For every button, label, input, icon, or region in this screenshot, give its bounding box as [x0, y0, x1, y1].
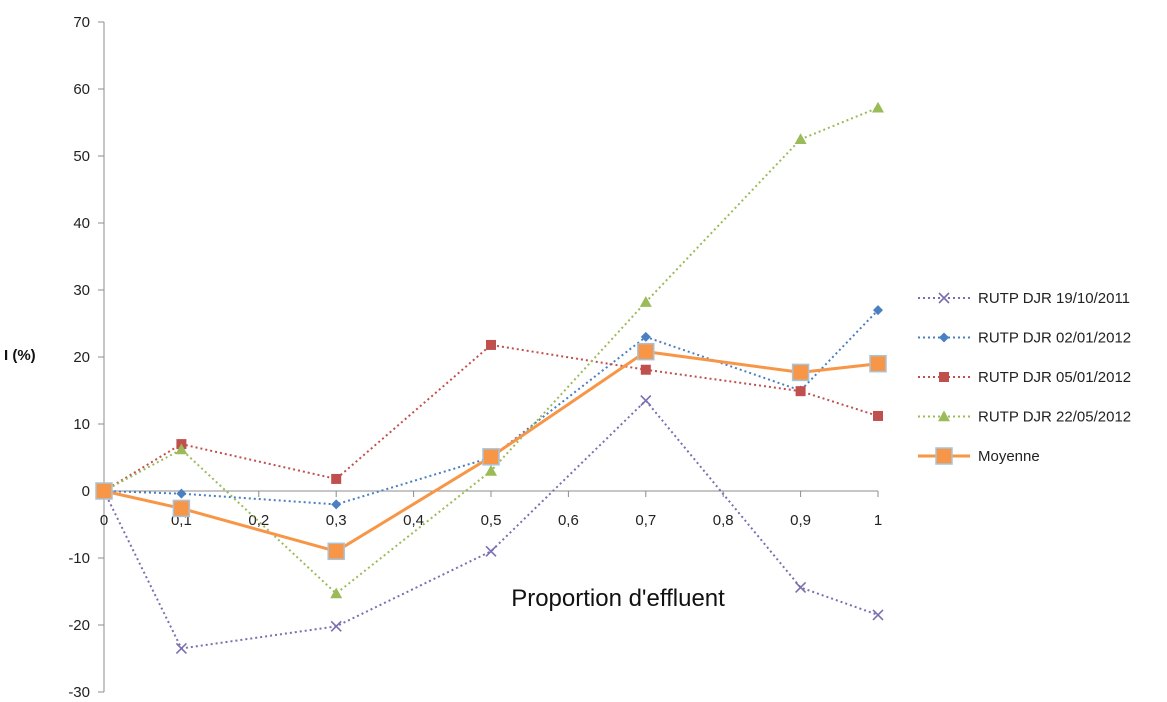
y-tick-label: 40 — [73, 215, 90, 232]
data-point — [640, 331, 651, 342]
legend-label: RUTP DJR 02/01/2012 — [978, 330, 1131, 347]
x-tick-label: 0,7 — [635, 512, 656, 529]
legend-label: RUTP DJR 05/01/2012 — [978, 369, 1131, 386]
x-tick-label: 0,4 — [403, 512, 424, 529]
data-point — [639, 296, 652, 307]
data-point — [172, 499, 191, 518]
data-point — [794, 133, 807, 145]
x-tick-label: 0 — [100, 512, 108, 529]
legend-marker — [939, 332, 949, 343]
data-point — [640, 394, 652, 407]
data-point — [872, 609, 884, 621]
x-tick-label: 1 — [874, 512, 882, 529]
data-point — [482, 448, 500, 466]
y-tick-label: 30 — [73, 282, 90, 299]
data-point — [640, 364, 651, 375]
legend-label: Moyenne — [978, 448, 1040, 465]
series-4 — [95, 342, 887, 561]
y-tick-label: -10 — [68, 550, 90, 567]
y-tick-label: 20 — [73, 349, 90, 366]
marker-stroke — [938, 292, 950, 304]
series-layer — [95, 101, 887, 655]
data-point — [327, 542, 345, 561]
data-point — [873, 410, 883, 421]
data-point — [95, 482, 113, 500]
x-tick-label: 0,8 — [713, 512, 734, 529]
legend-item: RUTP DJR 22/05/2012 — [918, 409, 1131, 426]
x-tick-label: 0,5 — [481, 512, 502, 529]
y-tick-label: -30 — [68, 684, 90, 701]
data-point — [176, 488, 187, 499]
data-point — [795, 386, 806, 397]
y-tick-label: -20 — [68, 617, 90, 634]
data-point — [869, 354, 887, 373]
data-point — [485, 464, 497, 476]
legend-marker — [938, 292, 950, 304]
y-tick-label: 50 — [73, 148, 90, 165]
data-point — [175, 642, 187, 655]
data-point — [872, 101, 884, 113]
legend-marker — [939, 372, 949, 382]
legend-item: RUTP DJR 02/01/2012 — [918, 330, 1131, 347]
y-tick-label: 0 — [82, 483, 90, 500]
data-point — [175, 443, 188, 455]
legend-item: Moyenne — [918, 447, 1040, 465]
x-tick-label: 0,6 — [558, 512, 579, 529]
legend-marker — [935, 447, 953, 465]
data-point — [637, 342, 655, 361]
legend-item: RUTP DJR 19/10/2011 — [918, 290, 1130, 307]
y-tick-label: 10 — [73, 416, 90, 433]
y-tick-label: 60 — [73, 81, 90, 98]
legend: RUTP DJR 19/10/2011 RUTP DJR 02/01/2012 RU… — [918, 290, 1131, 465]
data-point — [330, 587, 343, 599]
data-point — [873, 305, 883, 316]
series-1 — [99, 305, 883, 510]
legend-marker — [938, 410, 950, 422]
marker-stroke — [175, 642, 187, 655]
marker-stroke — [640, 394, 652, 407]
data-point — [331, 473, 342, 484]
y-axis-title: I (%) — [4, 347, 36, 364]
series-3 — [98, 101, 884, 599]
data-point — [486, 339, 496, 350]
data-point — [485, 545, 497, 557]
legend-label: RUTP DJR 22/05/2012 — [978, 409, 1131, 426]
marker-stroke — [485, 545, 497, 557]
data-point — [330, 620, 342, 632]
data-point — [795, 581, 807, 594]
marker-stroke — [872, 609, 884, 621]
data-point — [331, 499, 342, 510]
marker-stroke — [795, 581, 807, 594]
marker-stroke — [330, 620, 342, 632]
data-point — [791, 363, 810, 382]
x-tick-label: 0,9 — [790, 512, 811, 529]
legend-item: RUTP DJR 05/01/2012 — [918, 369, 1131, 386]
x-axis-title: Proportion d'effluent — [511, 585, 725, 612]
x-tick-label: 0,3 — [326, 512, 347, 529]
legend-label: RUTP DJR 19/10/2011 — [978, 290, 1130, 307]
y-tick-label: 70 — [73, 14, 90, 31]
